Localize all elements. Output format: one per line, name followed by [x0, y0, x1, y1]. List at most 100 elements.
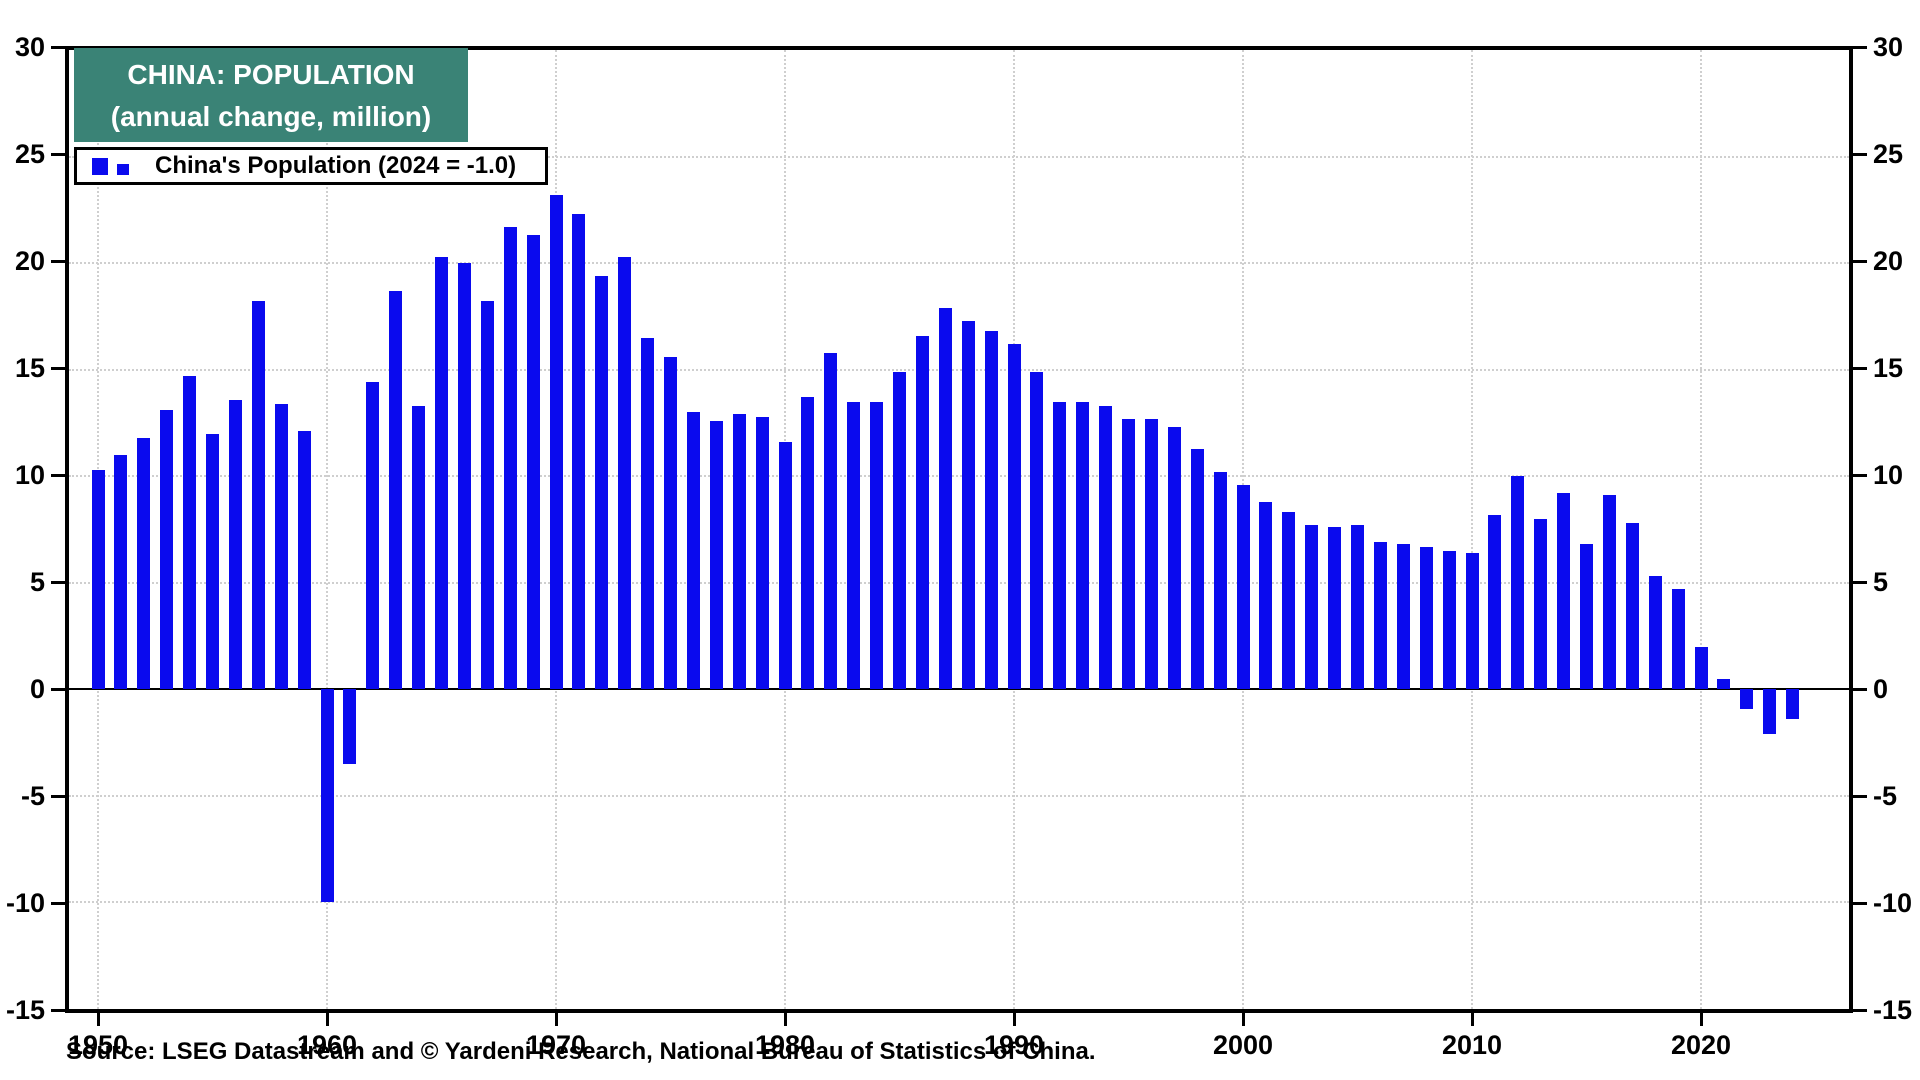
bar-1963 — [389, 290, 403, 690]
x-axis-label-2000: 2000 — [1212, 1030, 1274, 1060]
y-axis-label-left-30: 30 — [14, 32, 45, 62]
y-axis-label-right-25: 25 — [1873, 139, 1904, 169]
y-tick-left-30 — [51, 45, 65, 49]
y-axis-label-left-0: 0 — [29, 674, 45, 704]
x-tick-2010 — [1470, 1013, 1474, 1026]
bar-1990 — [1007, 344, 1021, 690]
bar-1994 — [1099, 405, 1113, 690]
legend-label: China's Population (2024 = -1.0) — [155, 152, 517, 179]
bar-1971 — [572, 214, 586, 690]
bar-1960 — [320, 689, 334, 903]
bar-1959 — [297, 431, 311, 690]
legend-bar-swatch-icon — [92, 157, 108, 175]
bar-1956 — [228, 399, 242, 690]
bar-2001 — [1259, 501, 1273, 690]
bar-1989 — [984, 331, 998, 690]
gridline-h-10 — [69, 475, 1849, 478]
y-tick-right-10 — [1853, 473, 1867, 477]
y-axis-label-left--5: -5 — [20, 781, 45, 811]
x-axis-label-2010: 2010 — [1441, 1030, 1503, 1060]
bar-2017 — [1625, 523, 1639, 690]
y-axis-label-right-15: 15 — [1873, 353, 1904, 383]
gridline-v-2010 — [1471, 50, 1473, 1009]
bar-1965 — [435, 256, 448, 690]
y-axis-label-right-20: 20 — [1873, 246, 1904, 276]
y-axis-label-left--10: -10 — [5, 888, 45, 918]
bar-1970 — [549, 194, 563, 690]
bar-1999 — [1213, 471, 1227, 690]
x-axis-label-1960: 1960 — [296, 1030, 358, 1060]
bar-1961 — [343, 689, 357, 764]
bar-2009 — [1442, 550, 1456, 690]
x-tick-1970 — [554, 1013, 558, 1026]
y-tick-right-25 — [1853, 152, 1867, 156]
gridline-h--10 — [69, 901, 1849, 904]
y-tick-right--10 — [1853, 901, 1867, 905]
x-tick-2000 — [1241, 1013, 1245, 1026]
bar-2012 — [1511, 476, 1525, 690]
bar-1981 — [801, 397, 815, 690]
bar-1987 — [938, 307, 952, 690]
chart-title: CHINA: POPULATION — [127, 59, 415, 90]
bar-1953 — [160, 410, 174, 690]
y-tick-left--5 — [51, 794, 65, 798]
gridline-h-20 — [69, 262, 1849, 265]
bar-1988 — [961, 320, 975, 690]
bar-1957 — [251, 301, 265, 690]
bar-1996 — [1144, 418, 1158, 690]
x-axis-label-1970: 1970 — [525, 1030, 587, 1060]
bar-1968 — [503, 226, 517, 690]
y-tick-right-20 — [1853, 259, 1867, 263]
gridline-v-1960 — [326, 50, 328, 1009]
bar-2019 — [1671, 589, 1685, 690]
bar-2024 — [1786, 689, 1800, 720]
y-axis-label-right--15: -15 — [1873, 995, 1913, 1025]
y-tick-right--15 — [1853, 1008, 1867, 1012]
source-text: Source: LSEG Datastream and © Yardeni Re… — [66, 1038, 1096, 1065]
bar-1991 — [1030, 371, 1044, 690]
bar-2002 — [1282, 512, 1296, 690]
bar-2014 — [1557, 493, 1571, 690]
y-tick-left-20 — [51, 259, 65, 263]
bar-1998 — [1190, 448, 1204, 690]
gridline-h-15 — [69, 368, 1849, 371]
zero-line — [69, 688, 1849, 691]
bar-1972 — [595, 275, 609, 690]
y-tick-left--10 — [51, 901, 65, 905]
x-tick-2020 — [1699, 1013, 1703, 1026]
bar-2022 — [1740, 689, 1754, 709]
chart-subtitle: (annual change, million) — [110, 101, 432, 132]
bar-1950 — [91, 469, 105, 690]
bar-2013 — [1534, 518, 1548, 690]
bar-2015 — [1580, 544, 1593, 690]
bar-2008 — [1419, 546, 1433, 690]
bar-1982 — [824, 352, 838, 690]
plot-area: CHINA: POPULATION (annual change, millio… — [65, 46, 1853, 1013]
y-tick-right-0 — [1853, 687, 1867, 691]
bar-1980 — [778, 442, 792, 690]
bar-1977 — [709, 420, 723, 690]
legend-box: China's Population (2024 = -1.0) — [74, 147, 548, 185]
y-tick-left-0 — [51, 687, 65, 691]
y-axis-label-left-10: 10 — [14, 460, 45, 490]
bar-2018 — [1648, 576, 1662, 690]
y-tick-left--15 — [51, 1008, 65, 1012]
bar-1997 — [1167, 427, 1181, 690]
y-tick-right-5 — [1853, 580, 1867, 584]
bar-1955 — [206, 433, 219, 690]
y-axis-label-left--15: -15 — [5, 995, 45, 1025]
y-axis-label-right-0: 0 — [1873, 674, 1889, 704]
bar-1979 — [755, 416, 769, 690]
bar-2004 — [1328, 527, 1342, 690]
y-tick-left-25 — [51, 152, 65, 156]
bar-1964 — [412, 405, 426, 690]
gridline-h-5 — [69, 581, 1849, 584]
x-tick-1990 — [1012, 1013, 1016, 1026]
y-axis-label-right-5: 5 — [1873, 567, 1889, 597]
bar-1974 — [641, 337, 655, 690]
bar-2011 — [1488, 514, 1502, 690]
bar-1973 — [618, 256, 632, 690]
bar-1952 — [137, 437, 151, 690]
bar-1992 — [1053, 401, 1067, 690]
